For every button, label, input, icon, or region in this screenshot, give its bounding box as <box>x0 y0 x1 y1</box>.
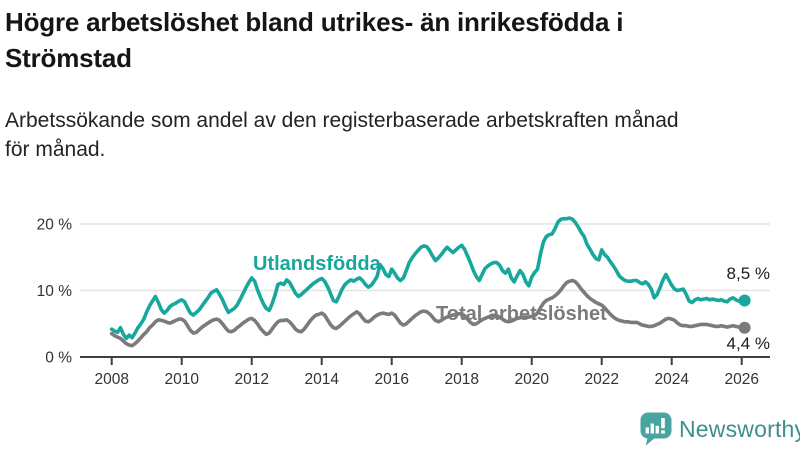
series-label-utlandsfodda: Utlandsfödda <box>253 253 381 275</box>
newsworthy-wordmark: Newsworthy <box>679 415 800 442</box>
x-axis-tick-label: 2016 <box>374 371 408 388</box>
x-axis-tick-label: 2008 <box>94 371 128 388</box>
x-axis-tick-label: 2014 <box>304 371 339 388</box>
y-axis-tick-label: 20 % <box>37 217 73 234</box>
x-axis-tick-label: 2010 <box>164 371 199 388</box>
page-title-line1: Högre arbetslöshet bland utrikes- än inr… <box>5 7 624 37</box>
chart-subtitle-line1: Arbetssökande som andel av den registerb… <box>5 109 679 132</box>
x-axis-tick-label: 2022 <box>584 371 618 388</box>
series-label-total-arbetsloshet: Total arbetslöshet <box>436 303 607 325</box>
series-end-dot-1 <box>738 321 751 334</box>
x-axis-tick-label: 2026 <box>724 371 758 388</box>
page-title: Högre arbetslöshet bland utrikes- än inr… <box>5 4 785 76</box>
chart-subtitle-line2: för månad. <box>5 138 106 161</box>
end-value-label-total: 4,4 % <box>726 334 770 353</box>
y-axis-tick-label: 10 % <box>37 283 73 300</box>
end-value-label-utlandsfodda: 8,5 % <box>726 264 770 283</box>
y-axis-tick-label: 0 % <box>45 350 72 367</box>
x-axis-tick-label: 2012 <box>234 371 268 388</box>
page-title-line2: Strömstad <box>5 43 132 73</box>
x-axis-tick-label: 2018 <box>444 371 478 388</box>
series-line-0 <box>109 216 747 341</box>
newsworthy-logo[interactable]: Newsworthy <box>640 412 800 446</box>
chart-subtitle: Arbetssökande som andel av den registerb… <box>5 106 795 164</box>
series-line-1 <box>109 278 747 348</box>
x-axis-tick-label: 2020 <box>514 371 549 388</box>
series-end-dot-0 <box>738 294 751 307</box>
x-axis-tick-label: 2024 <box>654 371 689 388</box>
newsworthy-chart-bubble-icon <box>640 412 672 446</box>
